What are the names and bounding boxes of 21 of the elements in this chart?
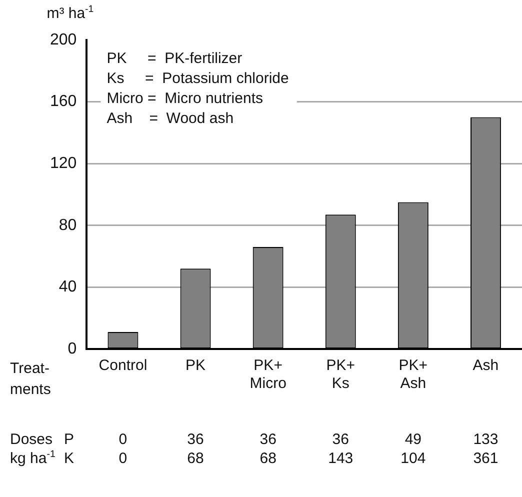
y-tick-label: 160 [50, 93, 77, 110]
y-tick-label: 120 [50, 155, 77, 172]
text: 36 143 [328, 431, 354, 467]
text: 36 68 [260, 431, 276, 467]
x-tick-label: Ash [472, 357, 499, 374]
x-tick-label: PK+ Micro [250, 357, 286, 392]
annotation: PK = PK-fertilizer Ks = Potassium chloride Micro = Micro nutrients Ash = Wood ash [106, 50, 289, 128]
x-axis-title: Treat- ments [10, 360, 51, 398]
x-tick-label: PK [186, 357, 206, 374]
text: 0 0 [118, 431, 128, 467]
text: 36 68 [187, 431, 204, 467]
y-tick-label: 200 [50, 31, 77, 48]
text: 49 104 [400, 431, 426, 467]
x-tick-label: PK+ Ks [326, 357, 356, 392]
x-tick-label: Control [98, 357, 148, 374]
text: P K [64, 431, 74, 467]
x-tick-label: PK+ Ash [398, 357, 428, 392]
y-tick-label: 0 [68, 340, 77, 358]
y-tick-label: 40 [58, 278, 77, 296]
text: 133 361 [473, 431, 498, 467]
y-tick-label: 80 [58, 216, 77, 234]
